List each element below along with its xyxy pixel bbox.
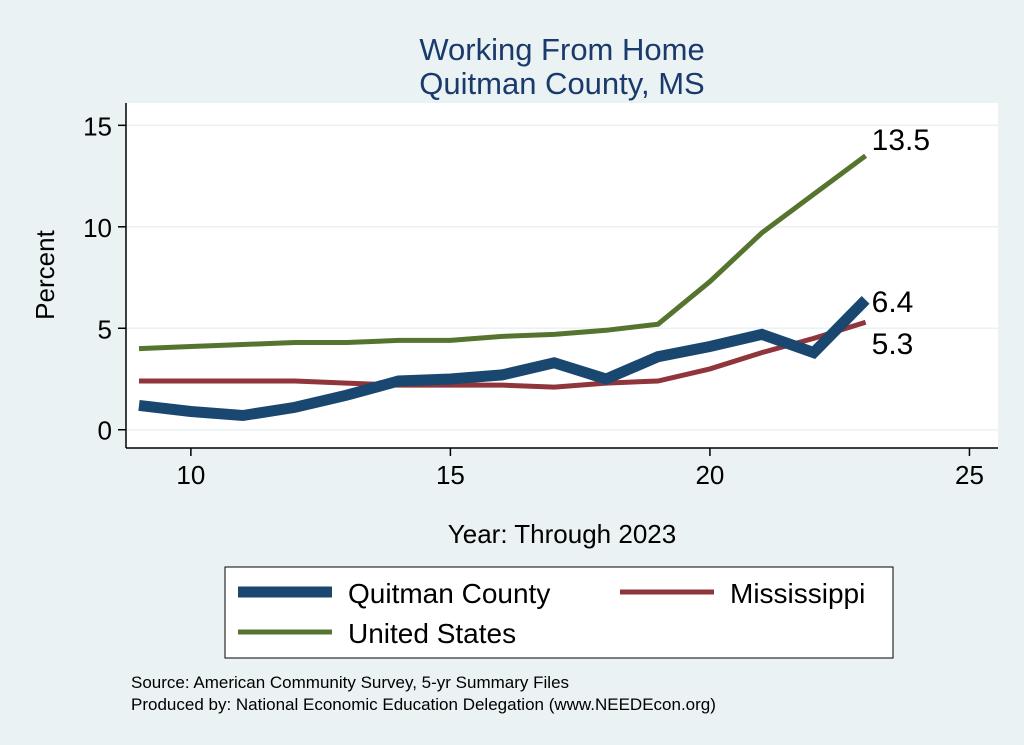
chart-title-line-2: Quitman County, MS: [419, 66, 704, 101]
chart-title-line-1: Working From Home: [419, 32, 704, 67]
produced-by-note: Produced by: National Economic Education…: [131, 695, 716, 714]
legend-label-quitman-county: Quitman County: [348, 578, 550, 609]
end-label-quitman-county: 6.4: [872, 286, 914, 319]
x-axis-label: Year: Through 2023: [448, 519, 676, 549]
legend-label-mississippi: Mississippi: [730, 578, 865, 609]
end-label-united-states: 13.5: [872, 124, 930, 157]
x-tick-label: 20: [695, 460, 724, 490]
y-tick-label: 10: [83, 213, 112, 243]
x-tick-label: 10: [176, 460, 205, 490]
end-label-mississippi: 5.3: [872, 328, 914, 361]
series-line-united-states: [138, 153, 868, 352]
y-tick-label: 5: [98, 314, 112, 344]
source-note: Source: American Community Survey, 5-yr …: [131, 673, 569, 692]
series-line-mississippi: [139, 319, 867, 390]
end-labels: 6.4 5.3 13.5: [872, 124, 930, 361]
legend-box: [224, 566, 894, 659]
legend-label-united-states: United States: [348, 618, 516, 649]
ticks: 0 5 10 15 10 15 20 25: [83, 111, 984, 490]
y-axis-label: Percent: [30, 229, 60, 319]
x-tick-label: 25: [955, 460, 984, 490]
plot-area: [126, 103, 998, 448]
y-tick-label: 15: [83, 111, 112, 141]
y-tick-label: 0: [98, 416, 112, 446]
series-line-quitman-county: [138, 296, 870, 422]
x-tick-label: 15: [436, 460, 465, 490]
series-layer: [138, 153, 870, 422]
